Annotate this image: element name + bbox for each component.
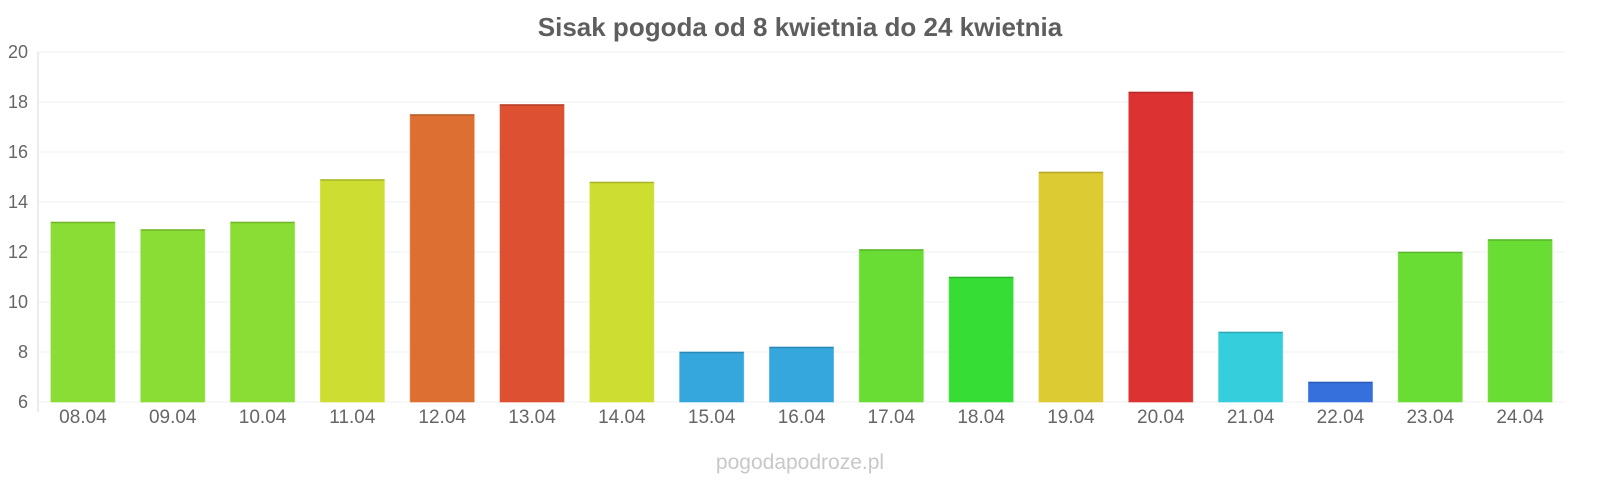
x-tick-label: 20.04	[1137, 407, 1185, 428]
y-tick-label: 14	[8, 192, 28, 212]
bar-21.04	[1218, 331, 1284, 403]
bar-10.04	[230, 221, 296, 403]
bar-19.04	[1038, 171, 1104, 403]
x-tick-label: 17.04	[868, 407, 916, 428]
x-tick-label: 23.04	[1406, 407, 1454, 428]
x-tick-label: 14.04	[598, 407, 646, 428]
x-tick-label: 19.04	[1047, 407, 1095, 428]
bar-12.04	[409, 114, 475, 403]
y-tick-label: 10	[8, 292, 28, 312]
bar-20.04	[1128, 91, 1194, 403]
bar-08.04	[50, 221, 116, 403]
x-axis-ticks: 08.04 09.04 10.04 11.04 12.04 13.04 14.04 15.04…	[59, 407, 1544, 428]
y-tick-label: 12	[8, 242, 28, 262]
bar-24.04	[1487, 239, 1553, 403]
x-tick-label: 18.04	[957, 407, 1005, 428]
y-axis-ticks: 6 8 10 12 14 16 18 20	[8, 42, 28, 412]
y-tick-label: 6	[18, 392, 28, 412]
bar-17.04	[858, 249, 924, 403]
bar-15.04	[679, 351, 745, 403]
x-tick-label: 15.04	[688, 407, 736, 428]
chart-title: Sisak pogoda od 8 kwietnia do 24 kwietni…	[538, 12, 1063, 42]
x-tick-label: 12.04	[418, 407, 466, 428]
y-tick-label: 20	[8, 42, 28, 62]
bar-23.04	[1397, 251, 1463, 403]
x-tick-label: 16.04	[778, 407, 826, 428]
x-tick-label: 10.04	[239, 407, 287, 428]
bar-16.04	[769, 346, 834, 403]
y-tick-label: 16	[8, 142, 28, 162]
watermark: pogodapodroze.pl	[716, 451, 884, 474]
y-tick-label: 8	[18, 342, 28, 362]
x-tick-label: 13.04	[508, 407, 556, 428]
bar-22.04	[1307, 381, 1373, 403]
x-tick-label: 11.04	[329, 407, 376, 428]
bar-13.04	[499, 104, 565, 403]
bar-18.04	[948, 276, 1014, 403]
bar-09.04	[140, 229, 206, 403]
x-tick-label: 09.04	[149, 407, 197, 428]
x-tick-label: 22.04	[1317, 407, 1365, 428]
x-tick-label: 24.04	[1496, 407, 1544, 428]
bar-11.04	[319, 179, 385, 403]
y-tick-label: 18	[8, 92, 28, 112]
x-tick-label: 08.04	[59, 407, 107, 428]
bars	[50, 91, 1553, 403]
x-tick-label: 21.04	[1227, 407, 1275, 428]
bar-14.04	[589, 181, 655, 403]
